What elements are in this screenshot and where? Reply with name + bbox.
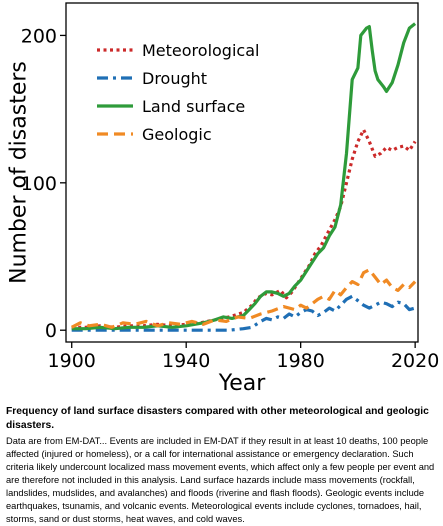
y-tick-label: 0 (45, 320, 57, 342)
figure-caption: Frequency of land surface disasters comp… (6, 405, 440, 526)
caption-title: Frequency of land surface disasters comp… (6, 406, 429, 431)
series-line-land-surface (71, 22, 417, 331)
series-lines (70, 22, 417, 332)
axis-ticks: 1900 1940 1980 2020 0 100 200 (21, 25, 440, 372)
legend-label-geologic: Geologic (142, 125, 212, 144)
caption-body: Data are from EM-DAT... Events are inclu… (6, 436, 435, 524)
series-line-meteorological (71, 128, 417, 329)
y-tick-label: 100 (21, 173, 57, 195)
x-axis-title: Year (218, 371, 267, 396)
x-tick-label: 2020 (391, 350, 439, 372)
plot-frame (65, 2, 419, 343)
legend-label-meteorological: Meteorological (142, 41, 259, 60)
legend-label-land-surface: Land surface (142, 97, 245, 116)
x-tick-label: 1940 (162, 350, 210, 372)
series-line-drought (71, 294, 416, 332)
y-tick-label: 200 (21, 25, 57, 47)
y-axis-title: Number of disasters (7, 61, 32, 284)
legend: Meteorological Drought Land surface Geologi… (97, 41, 259, 144)
x-tick-label: 1900 (48, 350, 96, 372)
legend-label-drought: Drought (142, 69, 207, 88)
series-line-geologic (70, 268, 417, 329)
line-chart: 1900 1940 1980 2020 0 100 200 Meteorological Dr… (7, 2, 440, 396)
x-tick-label: 1980 (276, 350, 324, 372)
